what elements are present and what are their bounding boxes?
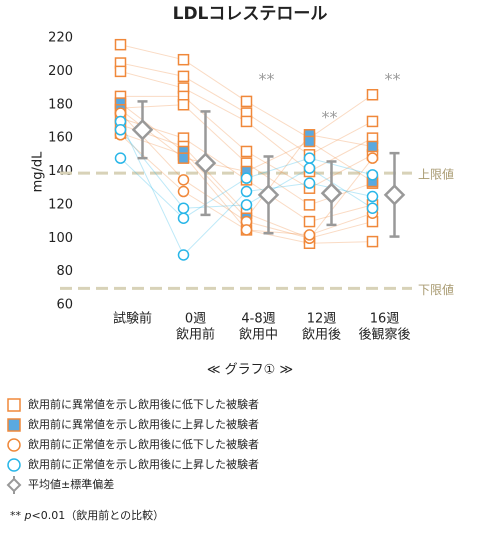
data-point <box>366 190 379 203</box>
y-tick-label: 100 <box>48 231 73 246</box>
reference-label: 上限値 <box>418 167 454 182</box>
reference-label: 下限値 <box>418 282 454 297</box>
mean-marker <box>383 184 406 206</box>
data-point <box>303 229 316 241</box>
data-point <box>240 115 253 128</box>
data-point <box>240 172 253 184</box>
data-point <box>177 249 190 261</box>
data-point <box>114 38 127 51</box>
significance: ** <box>322 108 338 127</box>
y-tick-label: 140 <box>48 164 73 179</box>
legend-marker <box>7 418 21 432</box>
mean-marker <box>194 152 217 174</box>
data-point <box>303 162 316 174</box>
x-tick-label: 後観察後 <box>358 328 410 343</box>
data-point <box>366 140 379 153</box>
data-point <box>303 135 316 148</box>
y-tick-label: 80 <box>56 264 73 279</box>
data-point <box>303 199 316 211</box>
x-tick-label: 4-8週 <box>241 312 275 327</box>
y-tick-label: 180 <box>48 97 73 112</box>
data-point <box>177 202 190 214</box>
legend-label: 飲用前に正常値を示し飲用後に低下した被験者 <box>28 437 259 451</box>
x-tick-label: 飲用中 <box>239 327 278 343</box>
data-point <box>177 70 190 83</box>
mean-marker <box>257 184 280 206</box>
legend-label: 平均値±標準偏差 <box>28 477 114 491</box>
y-tick-label: 200 <box>48 64 73 79</box>
data-point <box>114 65 127 78</box>
data-point <box>366 202 379 214</box>
x-tick-label: 試験前 <box>113 311 152 327</box>
legend-marker <box>7 398 21 412</box>
data-point <box>366 169 379 181</box>
data-point <box>177 152 190 164</box>
data-point <box>366 115 379 128</box>
legend-label: 飲用前に正常値を示し飲用後に上昇した被験者 <box>28 457 259 471</box>
x-tick-label: 16週 <box>370 312 400 327</box>
chart-title: LDLコレステロール <box>173 4 328 24</box>
legend-marker <box>7 438 21 452</box>
data-point <box>177 185 190 198</box>
data-point <box>240 145 253 158</box>
data-point <box>177 99 190 111</box>
footnote-stars: ** <box>10 509 22 522</box>
data-point <box>366 88 379 101</box>
data-point <box>303 152 316 164</box>
data-point <box>303 215 316 228</box>
mean-marker <box>320 182 343 204</box>
legend-label: 飲用前に異常値を示し飲用後に低下した被験者 <box>28 397 259 411</box>
data-point <box>366 235 379 248</box>
data-point <box>177 212 190 224</box>
y-tick-label: 120 <box>48 197 73 212</box>
footnote: ** p<0.01（飲用前との比較） <box>10 508 164 522</box>
data-point <box>114 152 127 164</box>
data-point <box>240 95 253 108</box>
y-tick-label: 160 <box>48 131 73 146</box>
data-point <box>177 174 190 186</box>
mean-marker <box>131 119 154 141</box>
x-tick-label: 0週 <box>185 312 206 327</box>
y-axis-label: mg/dL <box>31 151 46 193</box>
significance: ** <box>385 70 401 89</box>
footnote-p: p <box>24 509 32 522</box>
data-point <box>177 53 190 66</box>
y-tick-label: 60 <box>56 298 73 313</box>
footnote-text: <0.01（飲用前との比較） <box>31 508 164 522</box>
data-point <box>240 185 253 198</box>
data-point <box>303 177 316 189</box>
legend-label: 飲用前に異常値を示し飲用後に上昇した被験者 <box>28 417 259 431</box>
legend-marker <box>6 477 22 493</box>
significance: ** <box>259 70 275 89</box>
data-point <box>240 199 253 211</box>
caption: ≪ グラフ① ≫ <box>207 363 293 378</box>
data-point <box>366 152 379 164</box>
data-point <box>240 224 253 236</box>
x-tick-label: 飲用前 <box>176 327 215 343</box>
data-point <box>114 124 127 136</box>
x-tick-label: 飲用後 <box>302 327 341 343</box>
y-tick-label: 220 <box>48 31 73 46</box>
legend-marker <box>7 458 21 472</box>
x-tick-label: 12週 <box>307 312 337 327</box>
